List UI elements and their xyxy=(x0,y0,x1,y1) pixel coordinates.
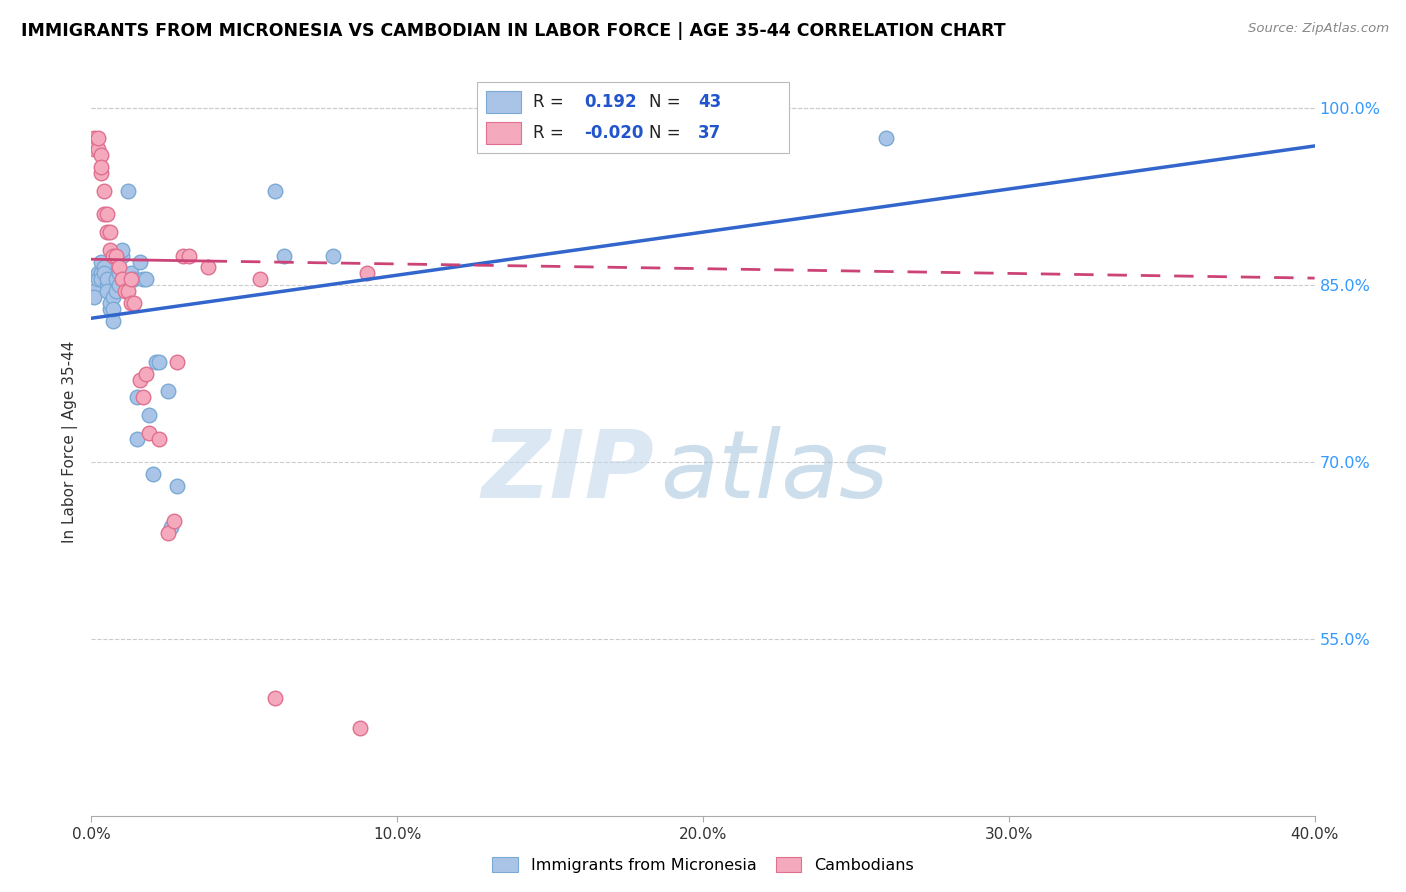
Text: R =: R = xyxy=(533,124,564,142)
Point xyxy=(148,432,170,446)
Point xyxy=(86,143,108,157)
Point xyxy=(127,432,149,446)
Point xyxy=(90,160,112,174)
Text: N =: N = xyxy=(650,93,681,112)
Text: -0.020: -0.020 xyxy=(585,124,644,142)
Point xyxy=(83,130,105,145)
Point xyxy=(129,254,152,268)
Point xyxy=(114,272,136,286)
Point xyxy=(104,284,127,298)
Point xyxy=(179,249,201,263)
Text: N =: N = xyxy=(650,124,681,142)
Point xyxy=(104,249,127,263)
Point xyxy=(249,272,271,286)
Point xyxy=(111,272,134,286)
Point xyxy=(90,254,112,268)
Point xyxy=(135,272,157,286)
Point xyxy=(166,479,188,493)
Point xyxy=(101,249,124,263)
Point xyxy=(114,284,136,298)
Y-axis label: In Labor Force | Age 35-44: In Labor Force | Age 35-44 xyxy=(62,341,77,542)
Point xyxy=(138,425,160,440)
Point xyxy=(83,284,105,298)
Text: 0.192: 0.192 xyxy=(585,93,637,112)
Point xyxy=(90,272,112,286)
Point xyxy=(141,467,163,481)
Point xyxy=(132,272,155,286)
Point xyxy=(117,284,139,298)
Point xyxy=(156,384,179,399)
Point xyxy=(93,266,115,280)
Point xyxy=(264,691,287,706)
Point xyxy=(96,272,118,286)
Point xyxy=(96,284,118,298)
Point xyxy=(101,301,124,316)
Point xyxy=(129,373,152,387)
Point xyxy=(163,514,186,528)
FancyBboxPatch shape xyxy=(486,91,520,113)
Point xyxy=(349,721,371,735)
Text: IMMIGRANTS FROM MICRONESIA VS CAMBODIAN IN LABOR FORCE | AGE 35-44 CORRELATION C: IMMIGRANTS FROM MICRONESIA VS CAMBODIAN … xyxy=(21,22,1005,40)
Point xyxy=(90,148,112,162)
Point xyxy=(104,272,127,286)
FancyBboxPatch shape xyxy=(486,121,520,145)
Point xyxy=(117,184,139,198)
Point xyxy=(96,278,118,293)
Point xyxy=(322,249,344,263)
Point xyxy=(145,355,167,369)
Point xyxy=(98,296,121,310)
Point xyxy=(98,243,121,257)
Point xyxy=(108,266,131,280)
Text: atlas: atlas xyxy=(661,426,889,517)
Point xyxy=(160,520,183,534)
Point xyxy=(127,390,149,404)
Point xyxy=(108,260,131,275)
Point xyxy=(172,249,194,263)
Point xyxy=(86,272,108,286)
Point xyxy=(138,408,160,422)
Point xyxy=(156,526,179,541)
Point xyxy=(273,249,295,263)
Point xyxy=(98,301,121,316)
Point xyxy=(122,296,145,310)
Text: ZIP: ZIP xyxy=(481,425,654,517)
Text: Source: ZipAtlas.com: Source: ZipAtlas.com xyxy=(1249,22,1389,36)
Point xyxy=(197,260,219,275)
Point xyxy=(98,225,121,239)
Point xyxy=(96,225,118,239)
FancyBboxPatch shape xyxy=(477,82,789,153)
Point xyxy=(83,143,105,157)
Text: 37: 37 xyxy=(699,124,721,142)
Point xyxy=(96,207,118,221)
Point xyxy=(148,355,170,369)
Point xyxy=(108,278,131,293)
Point xyxy=(135,367,157,381)
Point xyxy=(86,266,108,280)
Point xyxy=(86,130,108,145)
Point xyxy=(120,266,142,280)
Text: R =: R = xyxy=(533,93,564,112)
Point xyxy=(122,272,145,286)
Point xyxy=(120,272,142,286)
Point xyxy=(90,266,112,280)
Point xyxy=(132,390,155,404)
Point xyxy=(356,266,378,280)
Point xyxy=(90,166,112,180)
Point xyxy=(166,355,188,369)
Point xyxy=(101,290,124,304)
Point xyxy=(111,249,134,263)
Legend: Immigrants from Micronesia, Cambodians: Immigrants from Micronesia, Cambodians xyxy=(486,851,920,880)
Point xyxy=(264,184,287,198)
Point xyxy=(83,290,105,304)
Point xyxy=(111,243,134,257)
Point xyxy=(875,130,898,145)
Point xyxy=(93,184,115,198)
Text: 43: 43 xyxy=(699,93,721,112)
Point xyxy=(101,313,124,327)
Point xyxy=(93,207,115,221)
Point xyxy=(120,296,142,310)
Point xyxy=(93,260,115,275)
